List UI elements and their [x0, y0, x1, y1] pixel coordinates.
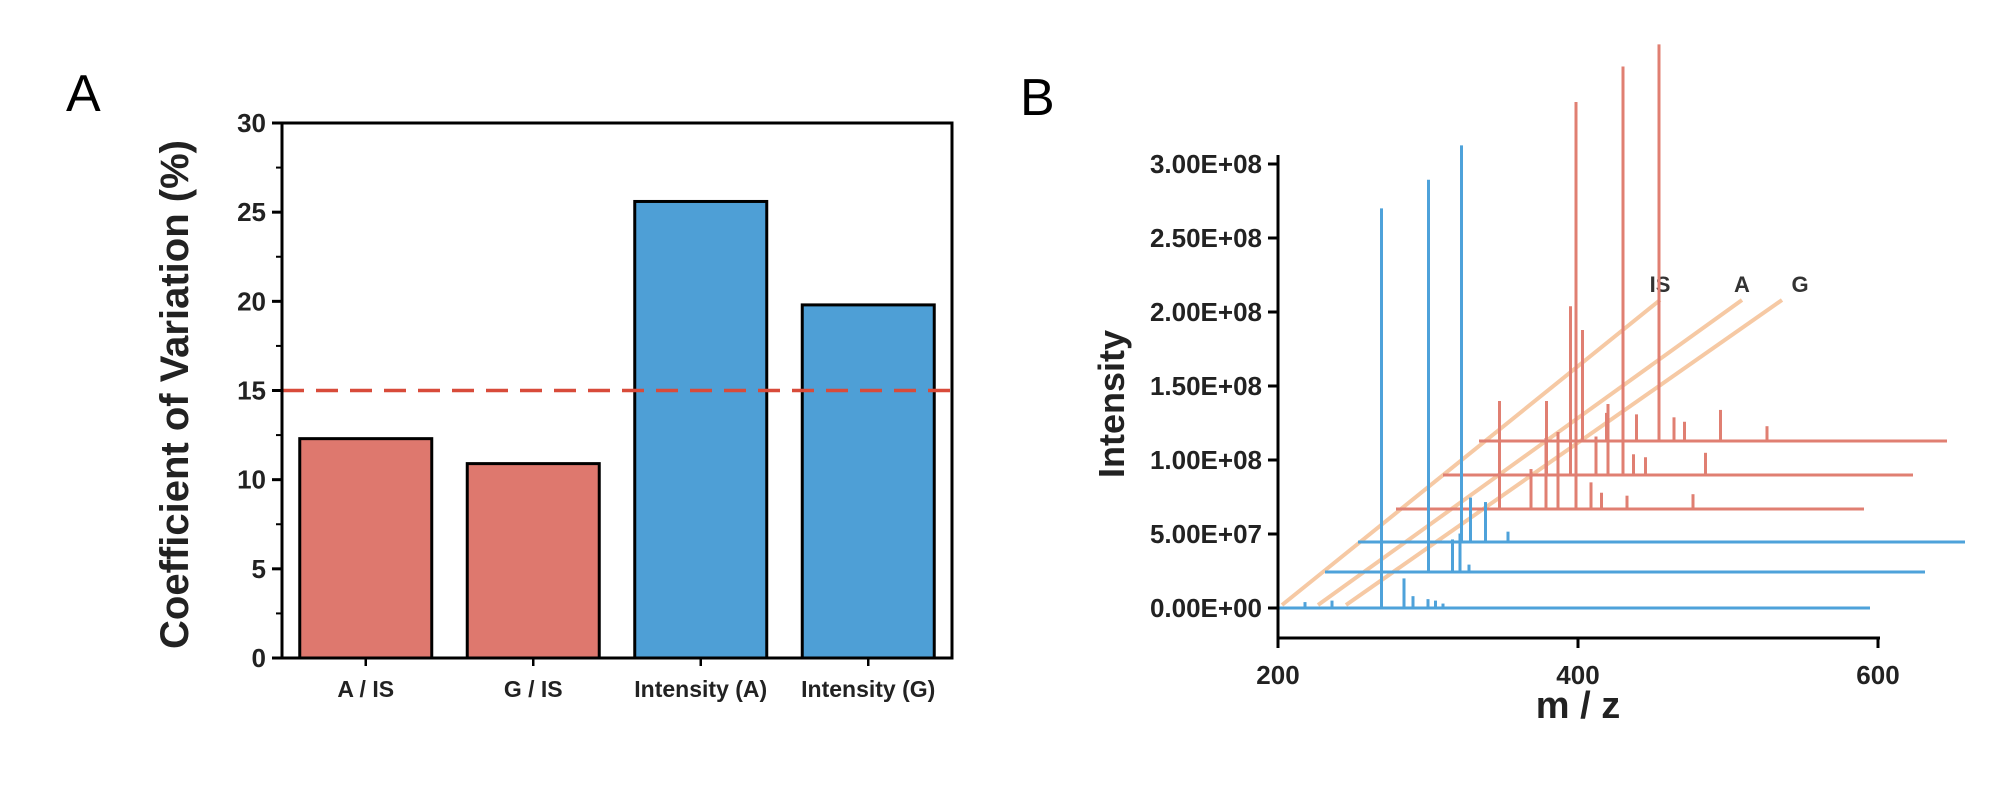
y-tick-label-30: 30: [237, 108, 266, 138]
spectrum-trace-1: [1325, 179, 1925, 574]
guide-line-1: [1316, 298, 1744, 607]
guide-line-2: [1344, 298, 1784, 607]
trace-label-G: G: [1791, 272, 1808, 297]
category-label-3: Intensity (G): [801, 676, 935, 702]
y-tick-label-0: 0: [252, 643, 266, 673]
y-tick-label-25: 25: [237, 197, 266, 227]
x-axis-title: m / z: [1536, 685, 1620, 727]
category-label-0: A / IS: [337, 676, 394, 702]
bar-chart-cv: A / IS G / IS Intensity (A) Intensity (G) 0 5…: [153, 108, 954, 702]
panel-label-a: A: [66, 65, 101, 123]
spectrum-trace-3: [1396, 102, 1864, 511]
y-tick-label-2: 1.00E+08: [1150, 445, 1262, 475]
panel-label-b: B: [1020, 69, 1055, 127]
y-tick-label-1: 5.00E+07: [1150, 519, 1262, 549]
y-axis-title: Intensity: [1091, 330, 1132, 478]
y-tick-label-10: 10: [237, 465, 266, 495]
spectrum-trace-5: [1479, 44, 1947, 443]
x-tick-label-2: 600: [1856, 660, 1899, 690]
guide-line-0: [1280, 298, 1662, 607]
x-tick-label-1: 400: [1556, 660, 1599, 690]
bar-2: [633, 199, 769, 660]
spectrum-trace-4: [1443, 66, 1913, 477]
category-label-2: Intensity (A): [634, 676, 767, 702]
y-tick-label-0: 0.00E+00: [1150, 593, 1262, 623]
y-tick-label-15: 15: [237, 376, 266, 406]
category-label-1: G / IS: [504, 676, 563, 702]
y-tick-label-20: 20: [237, 286, 266, 316]
y-axis-title: Coefficient of Variation (%): [153, 140, 197, 649]
y-tick-label-5: 5: [252, 554, 266, 584]
bar-3: [800, 303, 936, 660]
y-tick-label-3: 1.50E+08: [1150, 371, 1262, 401]
x-tick-label-0: 200: [1256, 660, 1299, 690]
y-tick-label-4: 2.00E+08: [1150, 297, 1262, 327]
y-tick-label-6: 3.00E+08: [1150, 149, 1262, 179]
spectrum-trace-0: [1278, 208, 1870, 610]
trace-label-A: A: [1734, 272, 1750, 297]
spectrum-trace-2: [1358, 145, 1965, 544]
y-tick-label-5: 2.50E+08: [1150, 223, 1262, 253]
